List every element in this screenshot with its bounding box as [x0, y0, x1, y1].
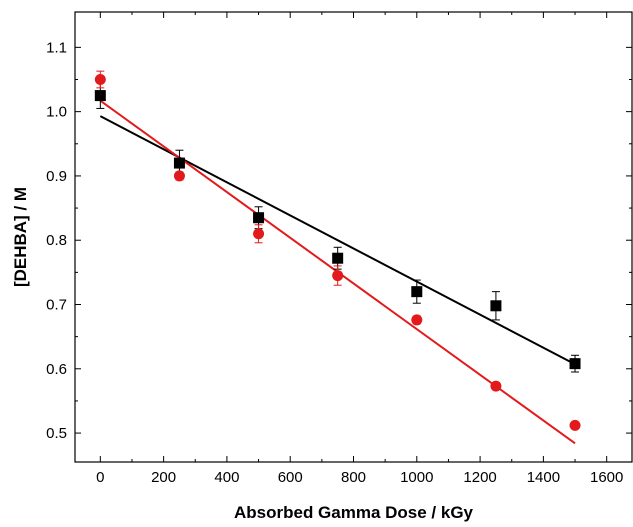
data-point-square	[253, 212, 265, 224]
y-tick-label: 0.9	[46, 168, 67, 185]
x-tick-label: 1600	[590, 469, 623, 486]
data-point-square	[173, 157, 185, 169]
x-tick-label: 1000	[400, 469, 433, 486]
x-tick-label: 800	[341, 469, 366, 486]
data-point-circle	[332, 270, 344, 282]
data-point-circle	[490, 380, 502, 392]
data-point-square	[94, 90, 106, 102]
y-tick-label: 1.1	[46, 39, 67, 56]
data-point-circle	[411, 314, 423, 326]
y-tick-label: 0.7	[46, 297, 67, 314]
x-tick-label: 1400	[527, 469, 560, 486]
x-tick-label: 200	[151, 469, 176, 486]
y-axis-label: [DEHBA] / M	[11, 187, 30, 287]
axes	[74, 11, 633, 463]
x-tick-label: 0	[96, 469, 104, 486]
x-tick-label: 1200	[463, 469, 496, 486]
error-bars	[96, 70, 580, 429]
y-tick-label: 0.6	[46, 361, 67, 378]
y-tick-label: 0.8	[46, 232, 67, 249]
data-point-circle	[173, 170, 185, 182]
data-point-square	[490, 300, 502, 312]
data-point-square	[569, 358, 581, 370]
data-point-square	[332, 252, 344, 264]
ticks: 0 200 400 600 800 1000 1200 1400 1600 0.5 0.6 0.7 0.…	[46, 12, 632, 486]
data-points	[94, 74, 581, 431]
x-tick-label: 400	[214, 469, 239, 486]
data-point-circle	[569, 419, 581, 431]
plot-frame	[74, 11, 633, 463]
y-tick-label: 1.0	[46, 104, 67, 121]
x-tick-label: 600	[278, 469, 303, 486]
data-point-circle	[253, 228, 265, 240]
data-point-circle	[94, 74, 106, 85]
fit-line-series-1	[99, 115, 576, 366]
data-point-square	[411, 286, 423, 298]
y-tick-label: 0.5	[46, 425, 67, 442]
x-axis-label: Absorbed Gamma Dose / kGy	[234, 503, 474, 522]
